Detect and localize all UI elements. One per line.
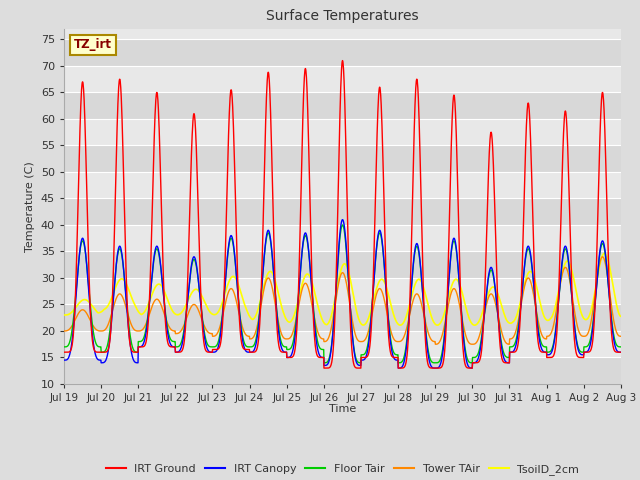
- Bar: [64, 172, 621, 198]
- X-axis label: Time: Time: [329, 405, 356, 414]
- Bar: [64, 198, 621, 225]
- Bar: [64, 225, 621, 252]
- Bar: [64, 304, 621, 331]
- Bar: [64, 358, 621, 384]
- Text: TZ_irt: TZ_irt: [74, 38, 112, 51]
- Bar: [64, 39, 621, 66]
- Y-axis label: Temperature (C): Temperature (C): [26, 161, 35, 252]
- Bar: [64, 331, 621, 358]
- Bar: [64, 93, 621, 119]
- Bar: [64, 145, 621, 172]
- Bar: [64, 66, 621, 93]
- Bar: [64, 119, 621, 145]
- Bar: [64, 278, 621, 304]
- Title: Surface Temperatures: Surface Temperatures: [266, 10, 419, 24]
- Legend: IRT Ground, IRT Canopy, Floor Tair, Tower TAir, TsoilD_2cm: IRT Ground, IRT Canopy, Floor Tair, Towe…: [101, 460, 584, 480]
- Bar: [64, 252, 621, 278]
